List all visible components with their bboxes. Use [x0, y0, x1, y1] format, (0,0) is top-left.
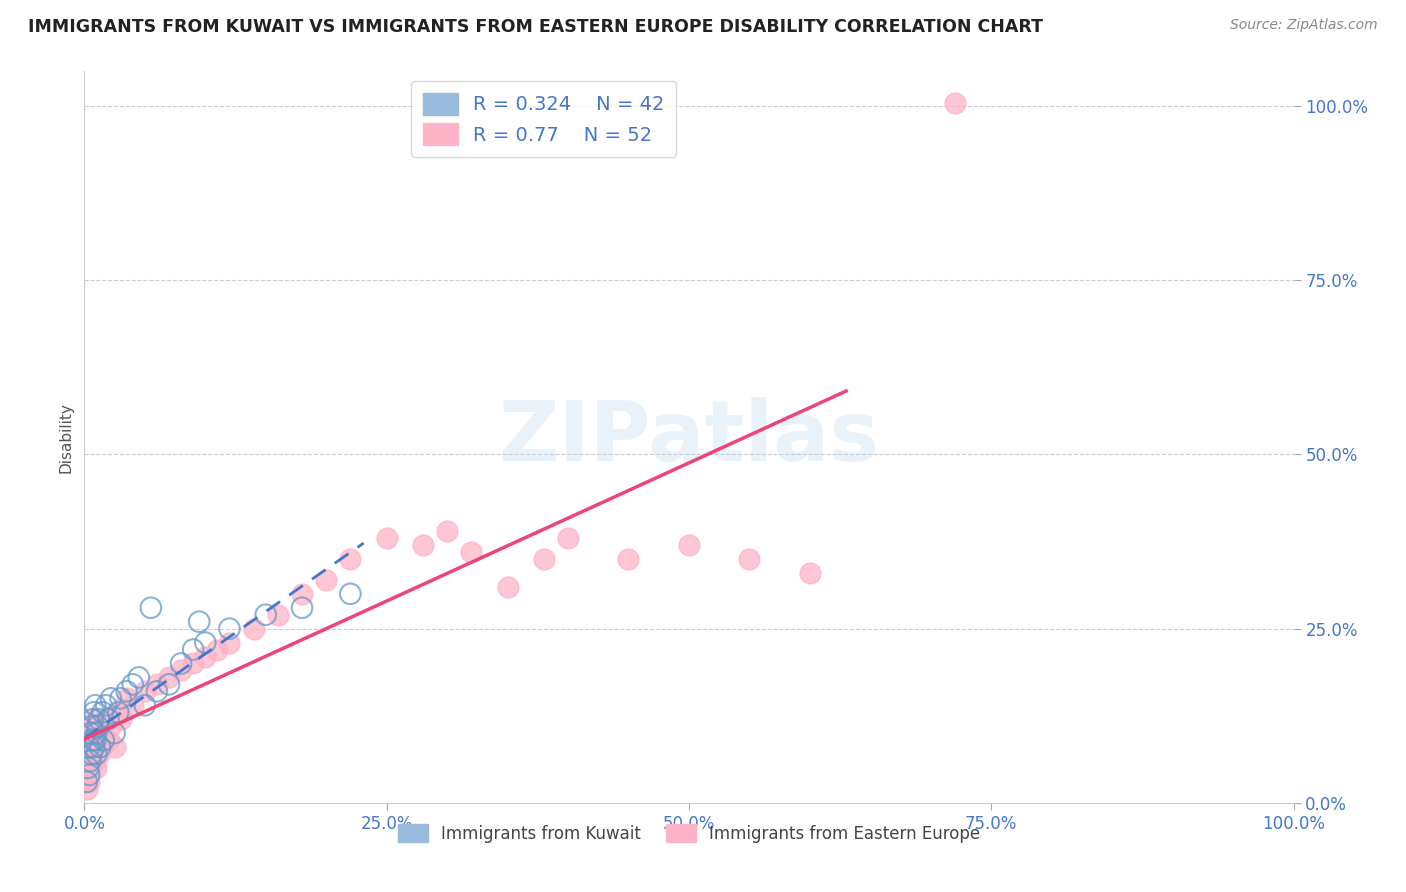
Point [83, 740, 105, 755]
Point [738, 552, 761, 566]
Point [100, 691, 122, 706]
Point [128, 670, 150, 684]
Point [97, 733, 120, 747]
Point [80, 726, 103, 740]
Point [84, 740, 107, 755]
Point [218, 635, 240, 649]
Point [157, 670, 180, 684]
Point [80, 754, 103, 768]
Point [80, 747, 103, 761]
Point [291, 587, 314, 601]
Point [315, 573, 337, 587]
Point [170, 657, 193, 671]
Point [79, 761, 101, 775]
Point [617, 552, 640, 566]
Point [84, 733, 107, 747]
Point [170, 664, 193, 678]
Point [77, 768, 100, 782]
Point [107, 705, 129, 719]
Point [76, 775, 98, 789]
Point [557, 531, 579, 545]
Point [82, 712, 104, 726]
Point [460, 545, 482, 559]
Point [188, 615, 211, 629]
Point [254, 607, 277, 622]
Point [207, 642, 229, 657]
Point [181, 642, 204, 657]
Point [242, 622, 264, 636]
Point [121, 698, 143, 713]
Point [496, 580, 519, 594]
Point [97, 712, 120, 726]
Point [194, 635, 217, 649]
Point [157, 677, 180, 691]
Point [110, 712, 132, 726]
Point [86, 733, 108, 747]
Point [86, 761, 108, 775]
Point [83, 712, 105, 726]
Point [121, 677, 143, 691]
Point [134, 698, 156, 713]
Point [943, 95, 966, 110]
Point [82, 747, 104, 761]
Point [87, 747, 110, 761]
Y-axis label: Disability: Disability [58, 401, 73, 473]
Point [436, 524, 458, 538]
Point [194, 649, 217, 664]
Point [115, 684, 138, 698]
Point [86, 726, 108, 740]
Point [146, 684, 169, 698]
Point [80, 719, 103, 733]
Point [218, 622, 240, 636]
Point [339, 587, 361, 601]
Point [86, 719, 108, 733]
Point [104, 740, 127, 755]
Point [139, 600, 162, 615]
Point [77, 747, 100, 761]
Point [134, 684, 156, 698]
Point [83, 754, 105, 768]
Point [82, 719, 104, 733]
Point [181, 657, 204, 671]
Point [375, 531, 398, 545]
Point [77, 761, 100, 775]
Point [94, 712, 117, 726]
Point [79, 733, 101, 747]
Point [89, 740, 111, 755]
Point [146, 677, 169, 691]
Point [89, 719, 111, 733]
Point [94, 698, 117, 713]
Point [339, 552, 361, 566]
Point [76, 781, 98, 796]
Point [93, 733, 115, 747]
Point [84, 698, 107, 713]
Text: Source: ZipAtlas.com: Source: ZipAtlas.com [1230, 18, 1378, 32]
Point [77, 768, 100, 782]
Text: IMMIGRANTS FROM KUWAIT VS IMMIGRANTS FROM EASTERN EUROPE DISABILITY CORRELATION : IMMIGRANTS FROM KUWAIT VS IMMIGRANTS FRO… [28, 18, 1043, 36]
Point [77, 740, 100, 755]
Point [91, 740, 114, 755]
Point [533, 552, 555, 566]
Point [107, 705, 129, 719]
Point [678, 538, 700, 552]
Point [799, 566, 821, 580]
Point [82, 733, 104, 747]
Point [87, 712, 110, 726]
Point [91, 705, 114, 719]
Point [83, 705, 105, 719]
Point [267, 607, 290, 622]
Point [110, 691, 132, 706]
Point [79, 754, 101, 768]
Point [77, 775, 100, 789]
Point [115, 691, 138, 706]
Point [104, 726, 127, 740]
Point [86, 726, 108, 740]
Text: ZIPatlas: ZIPatlas [499, 397, 879, 477]
Point [100, 719, 122, 733]
Point [86, 747, 108, 761]
Point [291, 600, 314, 615]
Legend: Immigrants from Kuwait, Immigrants from Eastern Europe: Immigrants from Kuwait, Immigrants from … [391, 818, 987, 849]
Point [412, 538, 434, 552]
Point [79, 726, 101, 740]
